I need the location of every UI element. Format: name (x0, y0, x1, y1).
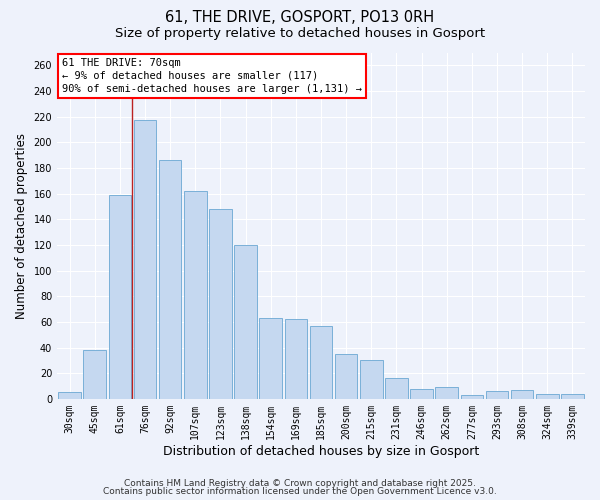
Bar (109, 195, 131, 399)
Bar (184, 191, 206, 399)
Bar (511, 390, 533, 399)
Text: 61, THE DRIVE, GOSPORT, PO13 0RH: 61, THE DRIVE, GOSPORT, PO13 0RH (166, 10, 434, 25)
Bar (259, 318, 282, 399)
Bar (485, 391, 508, 399)
Bar (536, 394, 559, 399)
Bar (360, 360, 383, 399)
Bar (209, 209, 232, 399)
Bar (159, 160, 181, 399)
Bar (561, 394, 584, 399)
Bar (284, 320, 307, 399)
Text: Contains public sector information licensed under the Open Government Licence v3: Contains public sector information licen… (103, 488, 497, 496)
Bar (310, 326, 332, 399)
Bar (134, 120, 157, 399)
Text: Contains HM Land Registry data © Crown copyright and database right 2025.: Contains HM Land Registry data © Crown c… (124, 478, 476, 488)
Y-axis label: Number of detached properties: Number of detached properties (15, 132, 28, 318)
X-axis label: Distribution of detached houses by size in Gosport: Distribution of detached houses by size … (163, 444, 479, 458)
Bar (461, 395, 483, 399)
Bar (58, 392, 81, 399)
Bar (335, 354, 358, 399)
Text: Size of property relative to detached houses in Gosport: Size of property relative to detached ho… (115, 28, 485, 40)
Text: 61 THE DRIVE: 70sqm
← 9% of detached houses are smaller (117)
90% of semi-detach: 61 THE DRIVE: 70sqm ← 9% of detached hou… (62, 58, 362, 94)
Bar (410, 388, 433, 399)
Bar (385, 378, 408, 399)
Bar (436, 388, 458, 399)
Bar (234, 245, 257, 399)
Bar (83, 350, 106, 399)
